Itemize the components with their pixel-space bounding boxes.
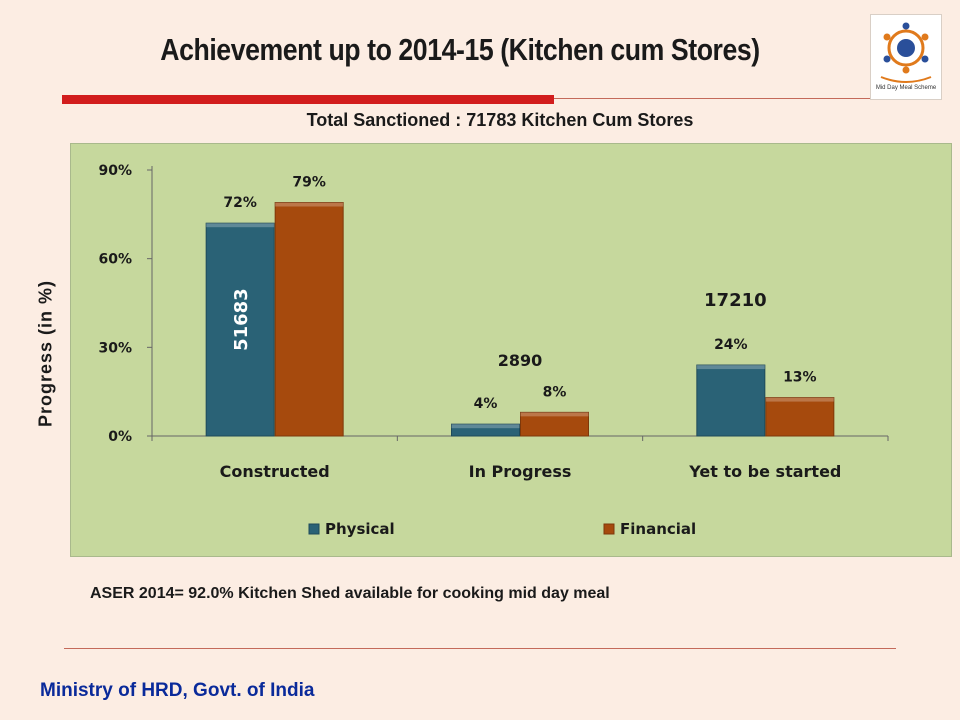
data-label: 72% [223, 195, 257, 211]
bar-physical [451, 423, 520, 437]
chart-subtitle: Total Sanctioned : 71783 Kitchen Cum Sto… [306, 110, 694, 130]
bar-highlight [696, 365, 765, 370]
mdm-logo: Mid Day Meal Scheme [870, 14, 942, 100]
x-tick-label: Constructed [220, 462, 330, 481]
bar-highlight [765, 397, 834, 402]
page-title: Achievement up to 2014-15 (Kitchen cum S… [160, 32, 760, 67]
x-tick-label: Yet to be started [688, 462, 841, 481]
legend-label: Physical [325, 520, 395, 538]
count-label: 17210 [704, 290, 767, 311]
y-axis-label: Progress (in %) [35, 279, 56, 428]
data-label: 13% [783, 370, 817, 386]
data-label: 24% [714, 337, 748, 353]
data-label: 79% [292, 175, 326, 191]
count-label: 51683 [231, 288, 252, 351]
bar-financial [274, 202, 344, 437]
legend-label: Financial [620, 520, 696, 538]
bar-highlight [206, 223, 275, 228]
bar-physical [696, 364, 766, 437]
bar-financial [765, 397, 835, 437]
y-tick-label: 60% [98, 252, 132, 268]
count-label: 2890 [498, 351, 543, 370]
data-label: 4% [474, 396, 498, 412]
logo-caption: Mid Day Meal Scheme [875, 85, 937, 91]
footer-ministry: Ministry of HRD, Govt. of India [40, 680, 315, 701]
legend-swatch-financial [603, 523, 615, 535]
bar-chart: 0% 30% 60% 90% Constructed 72% 79% In Progress 4… [98, 163, 889, 538]
chart-panel: 0% 30% 60% 90% Constructed 72% 79% In Progress 4… [70, 143, 952, 557]
y-tick-label: 30% [98, 340, 132, 356]
bar-highlight [520, 412, 589, 417]
footer-divider [64, 648, 896, 649]
legend-swatch-physical [308, 523, 320, 535]
x-tick-label: In Progress [469, 462, 572, 481]
bar-highlight [275, 202, 344, 207]
logo-emblem-icon [880, 22, 932, 83]
title-underline-bar [62, 95, 554, 104]
y-tick-label: 0% [108, 429, 132, 445]
aser-note: ASER 2014= 92.0% Kitchen Shed available … [90, 585, 610, 602]
y-tick-label: 90% [98, 163, 132, 179]
data-label: 8% [543, 384, 567, 400]
bar-financial [520, 411, 589, 437]
bar-physical [205, 222, 275, 437]
bar-highlight [451, 424, 520, 429]
title-underline-line [554, 98, 870, 99]
